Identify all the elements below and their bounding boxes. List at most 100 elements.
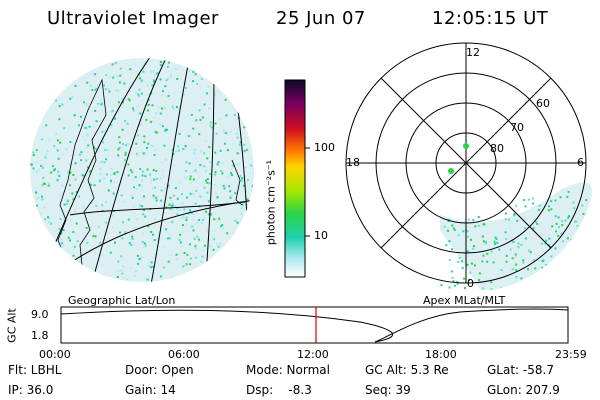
emission-pixel [116,171,119,173]
emission-pixel [47,182,50,184]
emission-pixel [146,168,149,171]
emission-pixel [192,170,195,173]
status-ip: IP: 36.0 [8,383,54,397]
emission-pixel [448,286,451,289]
emission-pixel [213,238,216,241]
emission-pixel [129,145,132,148]
emission-pixel [172,153,175,155]
emission-pixel [128,242,131,245]
emission-pixel [94,109,97,112]
emission-pixel [104,130,107,133]
emission-pixel [63,218,66,221]
status-glat: GLat: -58.7 [487,363,554,377]
emission-pixel [130,244,132,246]
emission-pixel [505,260,508,263]
emission-pixel [239,179,242,182]
emission-pixel [239,175,242,178]
emission-pixel [102,141,105,144]
emission-pixel [35,149,38,151]
emission-pixel [47,184,50,187]
emission-pixel [161,94,164,97]
emission-pixel [48,217,51,220]
emission-pixel [448,240,451,243]
emission-pixel [167,94,170,97]
emission-pixel [205,227,208,230]
emission-pixel [59,141,62,144]
emission-pixel [513,214,516,217]
emission-pixel [482,254,485,257]
emission-pixel [56,179,59,182]
emission-pixel [189,263,192,266]
emission-pixel [251,185,254,188]
emission-pixel [504,218,507,221]
emission-pixel [490,288,493,290]
emission-pixel [128,99,131,102]
emission-pixel [201,255,204,258]
emission-pixel [204,170,207,173]
emission-pixel [122,200,125,203]
emission-pixel [78,195,81,198]
emission-pixel [43,182,46,185]
emission-pixel [182,91,185,94]
emission-pixel [192,192,195,195]
emission-pixel [215,220,218,223]
emission-pixel [123,276,125,279]
emission-pixel [94,235,97,238]
emission-pixel [204,244,206,247]
emission-pixel [482,223,485,226]
emission-pixel [183,142,186,145]
emission-pixel [136,218,138,221]
emission-pixel [226,232,229,235]
emission-pixel [74,162,77,165]
emission-pixel [55,133,58,136]
emission-pixel [134,226,137,229]
emission-pixel [143,63,146,66]
emission-pixel [554,247,557,250]
emission-pixel [190,211,193,214]
emission-pixel [153,239,156,241]
emission-pixel [239,141,242,144]
emission-pixel [110,179,112,182]
emission-pixel [87,144,90,147]
emission-pixel [513,212,516,215]
emission-pixel [561,224,564,227]
emission-pixel [94,73,97,76]
emission-pixel [229,190,232,193]
emission-pixel [66,199,69,202]
emission-pixel [164,129,167,132]
emission-pixel [585,276,588,278]
emission-pixel [132,109,135,112]
emission-pixel [575,245,577,248]
emission-pixel [169,237,172,240]
emission-pixel [62,229,65,232]
emission-pixel [190,257,193,260]
emission-pixel [524,205,527,208]
emission-pixel [111,226,114,229]
emission-pixel [75,222,78,225]
emission-pixel [205,179,207,182]
emission-pixel [504,231,507,234]
emission-pixel [232,164,235,167]
emission-pixel [167,77,170,80]
emission-pixel [55,99,58,102]
emission-pixel [159,112,162,115]
emission-pixel [184,145,187,148]
emission-pixel [225,132,228,135]
emission-pixel [116,117,119,120]
emission-pixel [515,269,518,272]
emission-pixel [193,238,196,240]
emission-pixel [63,203,66,206]
emission-pixel [516,219,519,222]
emission-pixel [35,198,38,201]
emission-pixel [123,159,126,162]
emission-pixel [246,178,249,181]
emission-pixel [550,208,553,211]
emission-pixel [118,89,120,92]
emission-pixel [159,275,162,278]
emission-pixel [144,175,147,178]
emission-pixel [129,169,132,172]
emission-pixel [186,253,189,256]
emission-pixel [457,234,460,237]
emission-pixel [575,220,578,223]
emission-pixel [147,103,150,106]
